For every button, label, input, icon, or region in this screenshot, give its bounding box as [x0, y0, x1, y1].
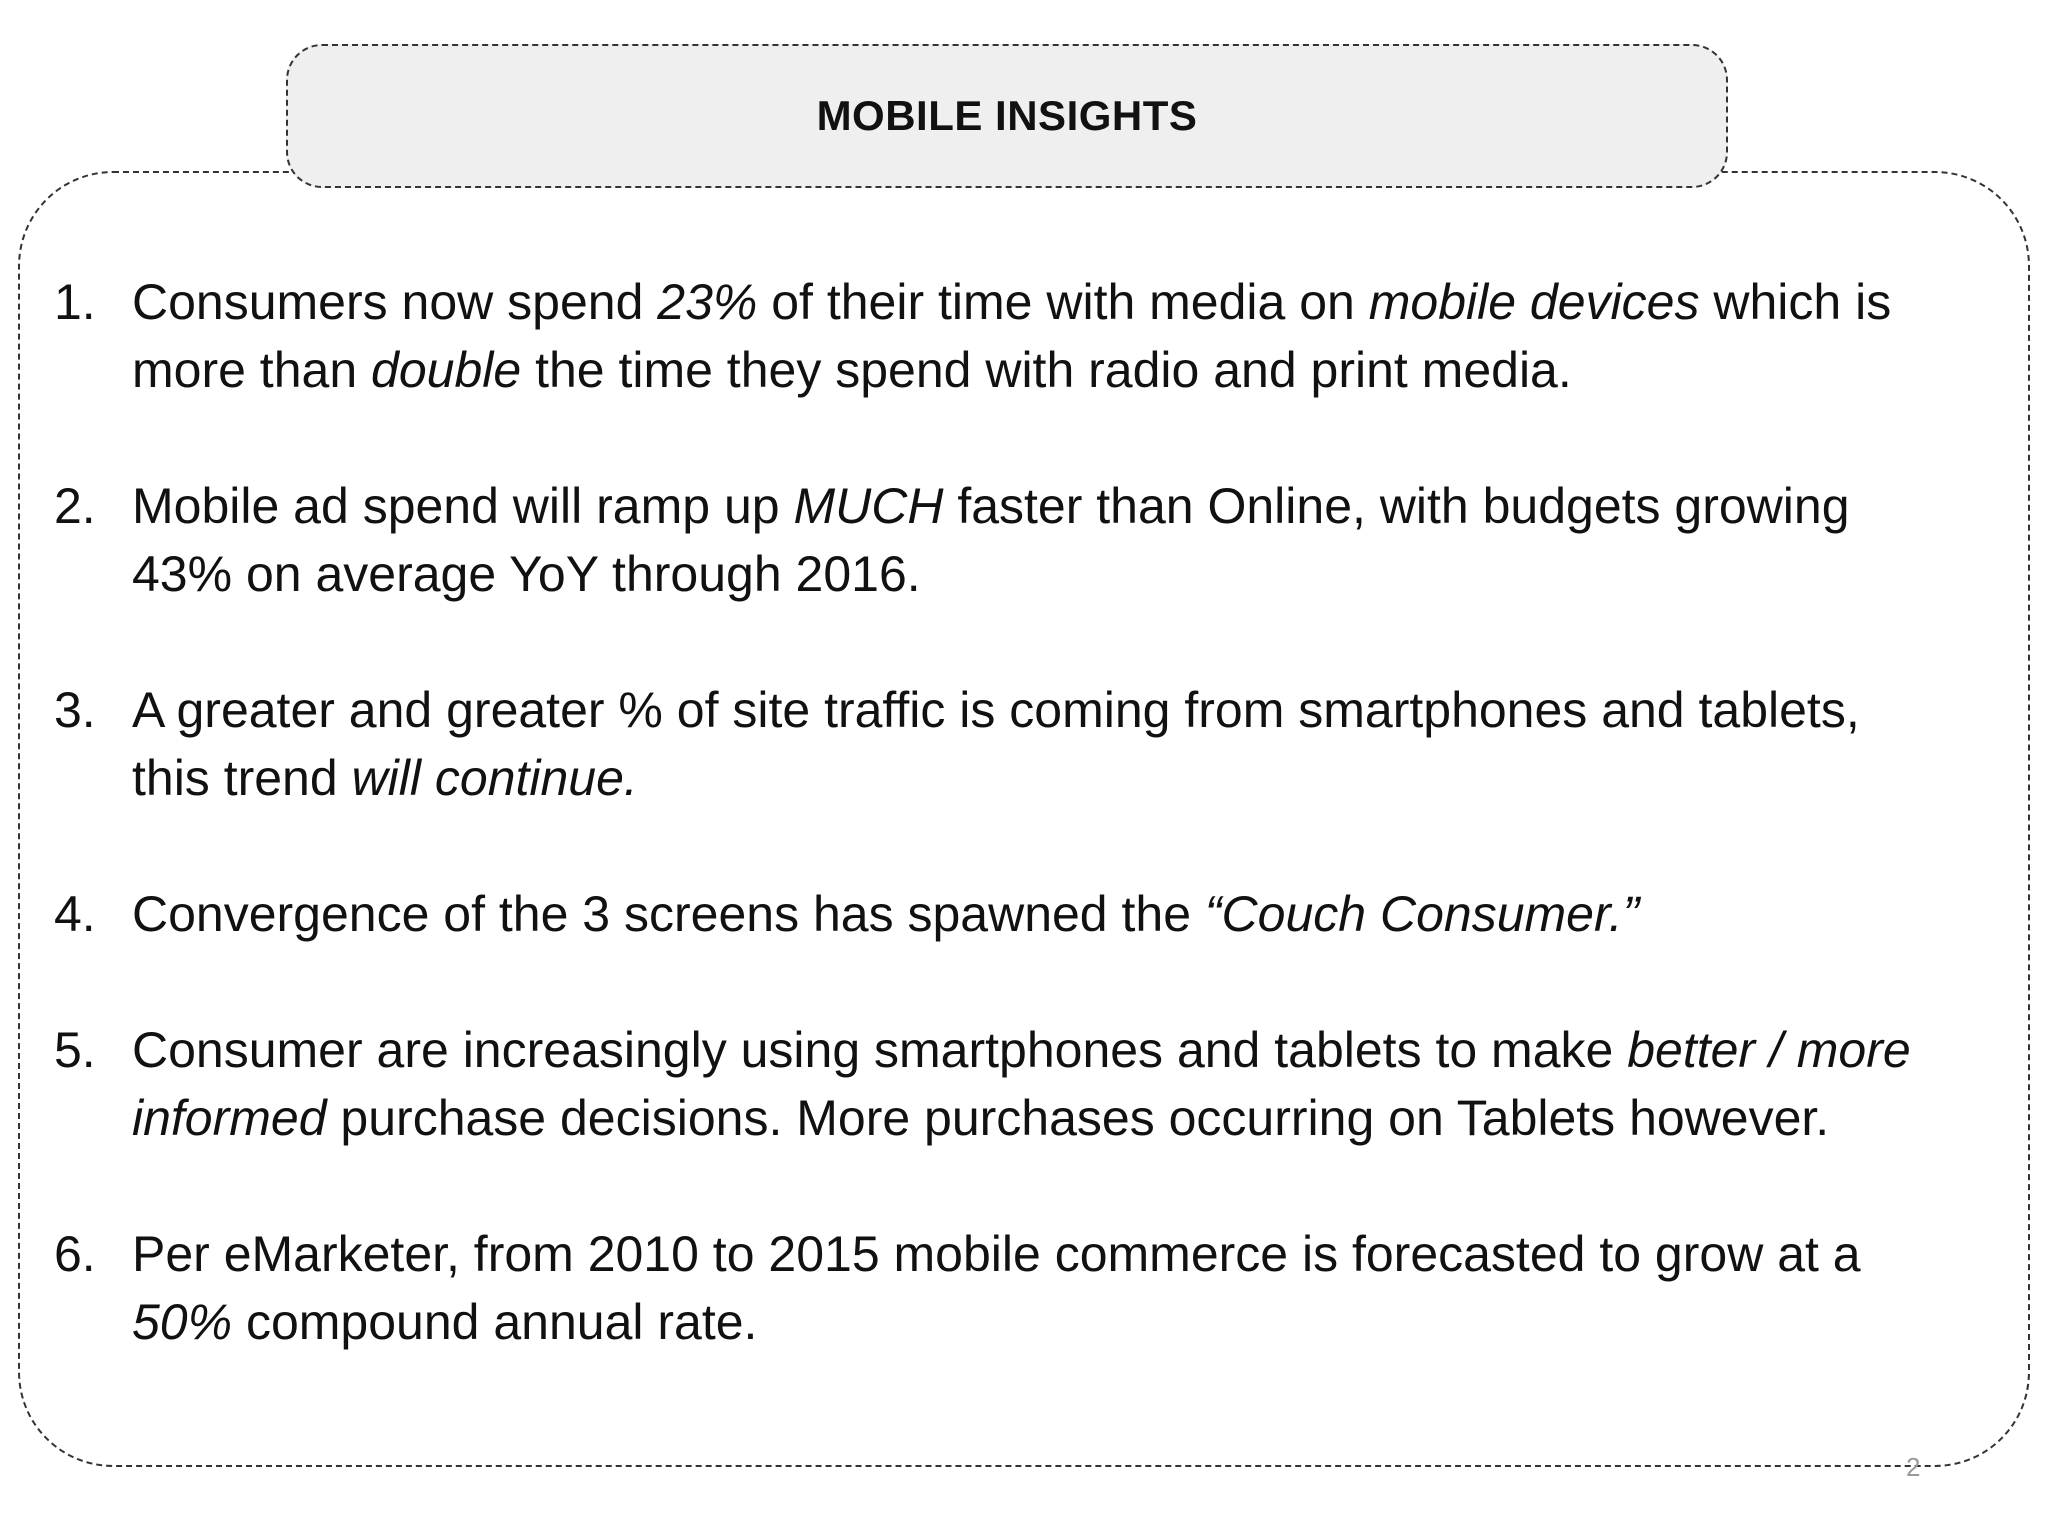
emphasis-text: MUCH	[793, 478, 944, 534]
text-segment: faster than Online, with budgets growing…	[132, 478, 1850, 602]
text-segment: of their time with media on	[757, 274, 1369, 330]
insight-item-2: 2. Mobile ad spend will ramp up MUCH fast…	[50, 472, 1950, 608]
insight-number: 5.	[54, 1022, 96, 1078]
title-tab: MOBILE INSIGHTS	[286, 44, 1728, 188]
emphasis-text: will continue.	[351, 750, 638, 806]
emphasis-text: mobile devices	[1368, 274, 1700, 330]
slide-title: MOBILE INSIGHTS	[816, 92, 1198, 139]
text-segment: purchase decisions. More purchases occur…	[326, 1090, 1830, 1146]
text-segment: Per eMarketer, from 2010 to 2015 mobile …	[132, 1226, 1861, 1282]
insight-item-4: 4. Convergence of the 3 screens has spawn…	[50, 880, 1950, 948]
insight-item-1: 1. Consumers now spend 23% of their time …	[50, 268, 1950, 404]
insight-number: 3.	[54, 682, 96, 738]
insight-item-3: 3. A greater and greater % of site traffi…	[50, 676, 1950, 812]
insight-text: Consumers now spend 23% of their time wi…	[132, 274, 1891, 398]
insight-number: 2.	[54, 478, 96, 534]
text-segment: Consumer are increasingly using smartpho…	[132, 1022, 1628, 1078]
insight-item-5: 5. Consumer are increasingly using smartp…	[50, 1016, 1950, 1152]
insight-text: Mobile ad spend will ramp up MUCH faster…	[132, 478, 1850, 602]
emphasis-text: “Couch Consumer.”	[1204, 886, 1640, 942]
emphasis-text: double	[371, 342, 522, 398]
insight-text: A greater and greater % of site traffic …	[132, 682, 1860, 806]
emphasis-text: 50%	[132, 1294, 233, 1350]
text-segment: A greater and greater % of site traffic …	[132, 682, 1860, 806]
insight-text: Consumer are increasingly using smartpho…	[132, 1022, 1911, 1146]
insight-number: 4.	[54, 886, 96, 942]
insight-text: Per eMarketer, from 2010 to 2015 mobile …	[132, 1226, 1861, 1350]
insight-item-6: 6. Per eMarketer, from 2010 to 2015 mobil…	[50, 1220, 1950, 1356]
text-segment: which is more than	[132, 274, 1892, 398]
insight-number: 6.	[54, 1226, 96, 1282]
text-segment: Mobile ad spend will ramp up	[132, 478, 794, 534]
text-segment: Convergence of the 3 screens has spawned…	[132, 886, 1205, 942]
text-segment: the time they spend with radio and print…	[521, 342, 1572, 398]
emphasis-text: better / more informed	[132, 1022, 1911, 1146]
insight-list: 1. Consumers now spend 23% of their time …	[50, 268, 1950, 1356]
insight-number: 1.	[54, 274, 96, 330]
insight-text: Convergence of the 3 screens has spawned…	[132, 886, 1639, 942]
emphasis-text: 23%	[657, 274, 758, 330]
text-segment: compound annual rate.	[232, 1294, 758, 1350]
content-box	[18, 171, 2030, 1467]
page-number: 2	[1906, 1452, 1921, 1482]
text-segment: Consumers now spend	[132, 274, 658, 330]
